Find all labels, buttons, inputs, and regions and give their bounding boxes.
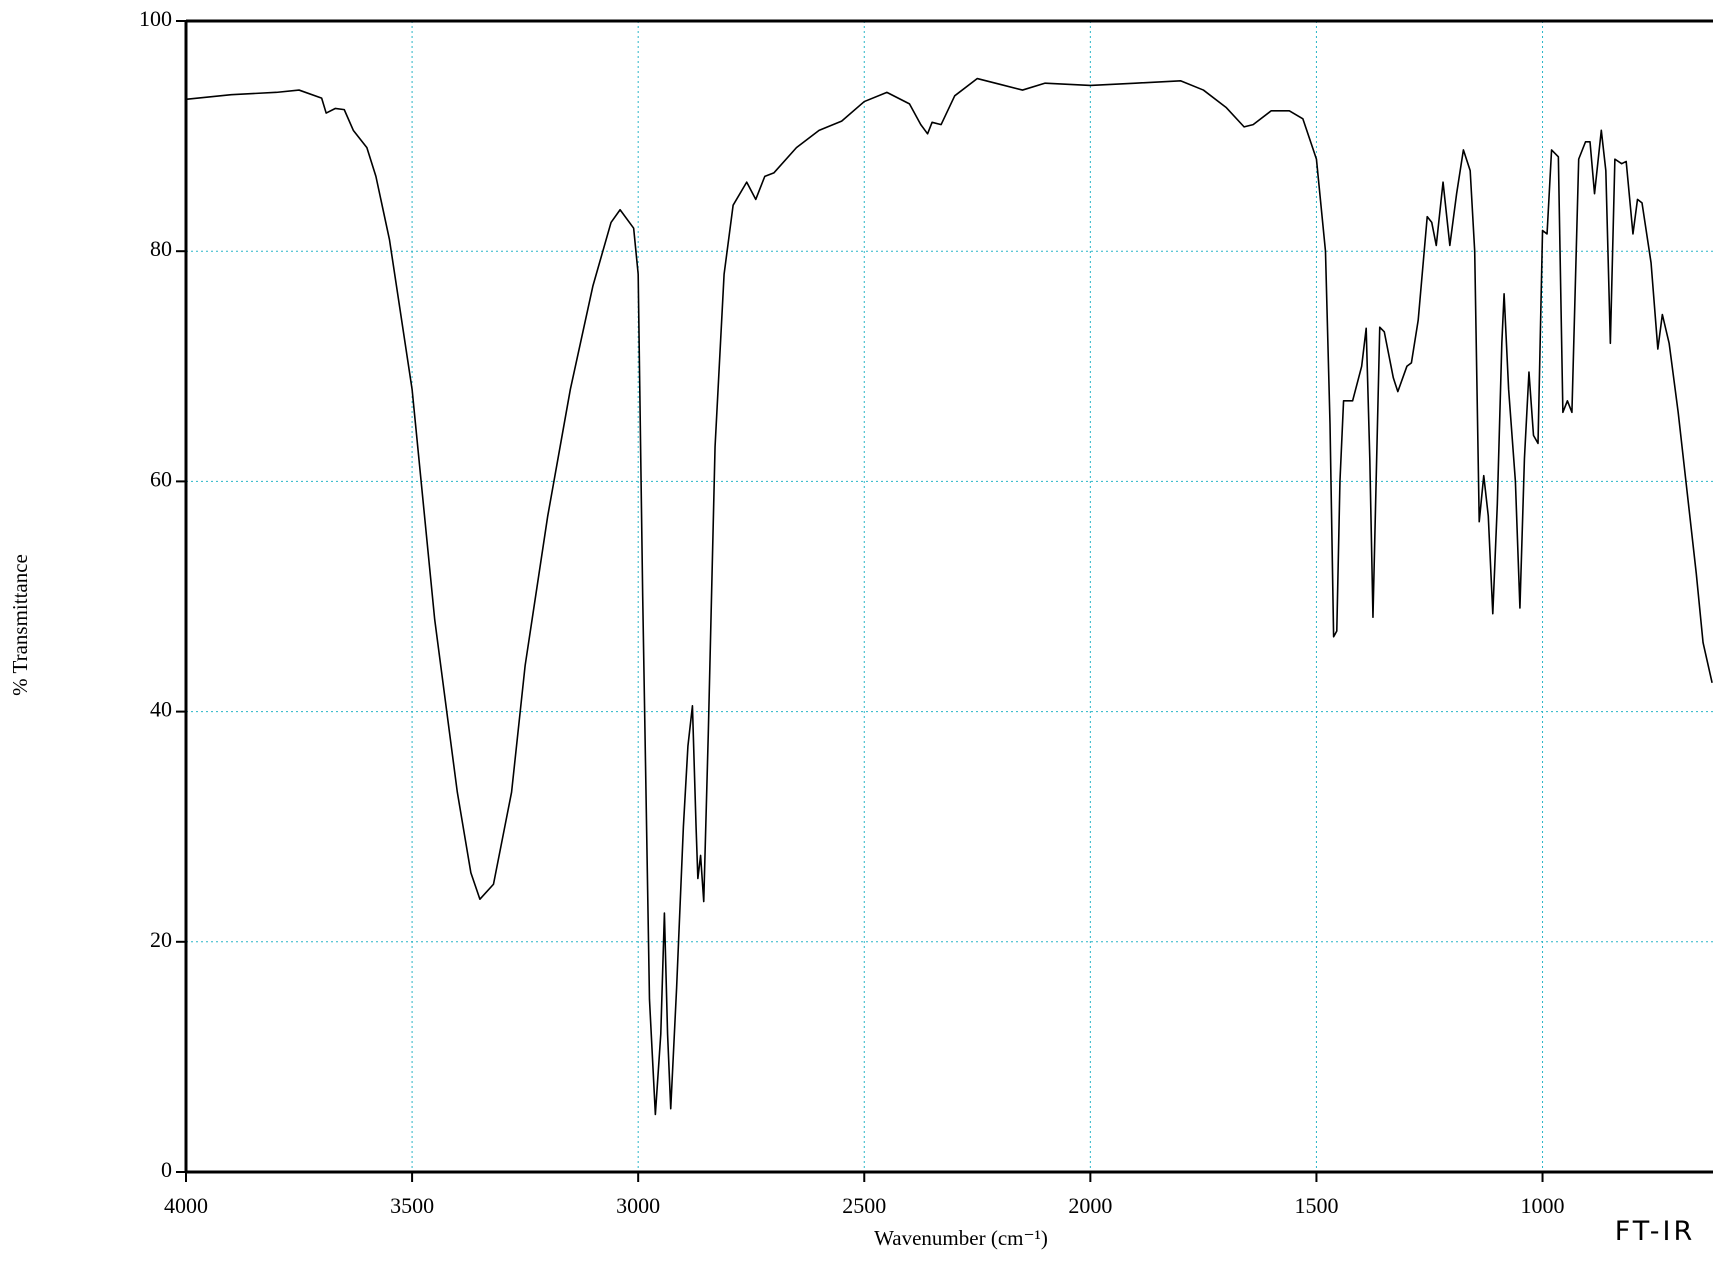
y-axis-label: % Transmittance <box>8 554 32 696</box>
x-axis-label: Wavenumber (cm⁻¹) <box>874 1226 1048 1250</box>
x-tick-label: 2500 <box>842 1193 886 1218</box>
spectrum-line <box>185 77 1713 1116</box>
x-tick-label: 1000 <box>1521 1193 1565 1218</box>
x-tick-label: 2000 <box>1068 1193 1112 1218</box>
x-tick-label: 3000 <box>616 1193 660 1218</box>
y-tick-label: 20 <box>150 927 172 952</box>
y-tick-label: 60 <box>150 466 172 491</box>
y-tick-label: 100 <box>139 6 172 31</box>
y-tick-label: 80 <box>150 236 172 261</box>
y-tick-label: 0 <box>161 1157 172 1182</box>
x-tick-label: 3500 <box>390 1193 434 1218</box>
x-tick-label: 1500 <box>1294 1193 1338 1218</box>
annotation: FT-IR <box>1615 1216 1696 1247</box>
x-tick-label: 4000 <box>164 1193 208 1218</box>
y-tick-label: 40 <box>150 697 172 722</box>
